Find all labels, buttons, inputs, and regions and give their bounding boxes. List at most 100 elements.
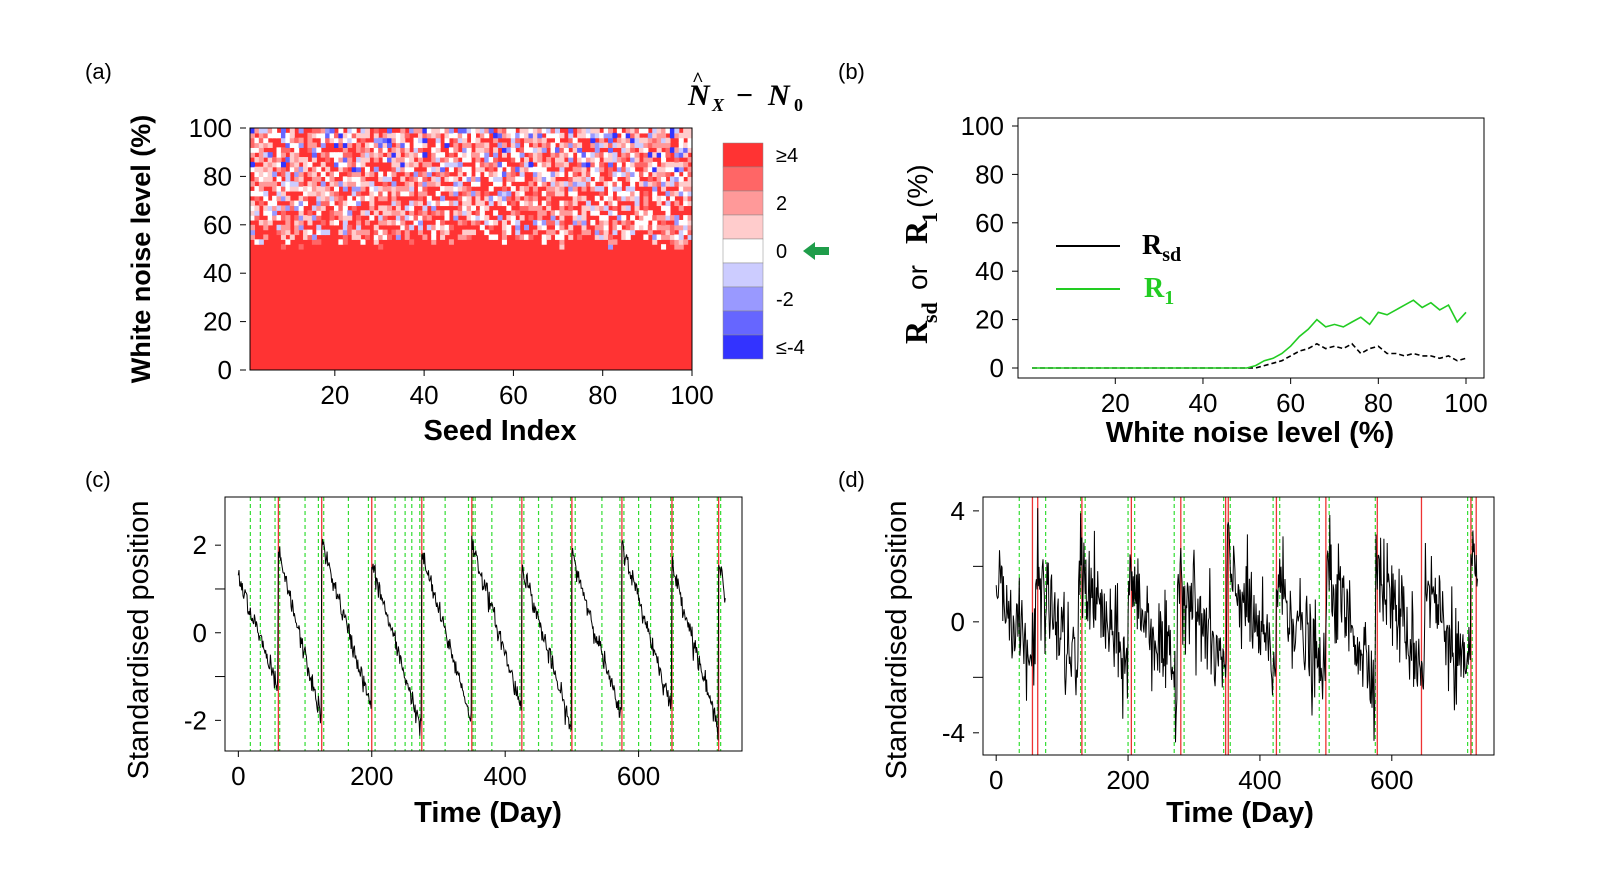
heatmap-cell [510, 186, 516, 192]
heatmap-cell [634, 195, 640, 202]
heatmap-cell [263, 224, 269, 231]
heatmap-cell [294, 205, 300, 211]
heatmap-cell [325, 200, 331, 207]
heatmap-cell [550, 132, 556, 139]
heatmap-cell [391, 210, 397, 216]
heatmap-cell [634, 142, 640, 148]
panel-c-y-ticks: -202 [184, 530, 225, 735]
heatmap-cell [276, 152, 282, 158]
heatmap-cell [594, 132, 600, 139]
heatmap-cell [333, 137, 339, 144]
heatmap-cell [519, 132, 525, 139]
heatmap-cell [603, 195, 609, 202]
heatmap-cell [568, 181, 574, 187]
heatmap-cell [599, 166, 605, 173]
heatmap-cell [280, 244, 286, 250]
heatmap-cell [568, 157, 574, 163]
heatmap-cell [409, 186, 415, 192]
heatmap-cell [356, 157, 362, 163]
heatmap-cell [316, 205, 322, 211]
heatmap-cell [448, 224, 454, 231]
heatmap-cell [303, 200, 309, 207]
heatmap-cell [360, 152, 366, 158]
heatmap-cell [466, 147, 472, 153]
heatmap-cell [572, 171, 578, 177]
legend-swatch [722, 166, 764, 192]
heatmap-cell [254, 157, 260, 163]
svg-text:(%): (%) [902, 164, 933, 208]
heatmap-cell [625, 152, 631, 158]
heatmap-cell [493, 157, 499, 163]
heatmap-cell [590, 157, 596, 163]
heatmap-cell [457, 161, 463, 168]
heatmap-cell [347, 200, 353, 207]
heatmap-cell [599, 219, 605, 226]
heatmap-cell [621, 219, 627, 226]
heatmap-cell [320, 205, 326, 211]
heatmap-cell [581, 181, 587, 187]
svg-text:1: 1 [917, 212, 942, 223]
heatmap-cell [630, 166, 636, 173]
heatmap-cell [276, 161, 282, 168]
heatmap-cell [652, 215, 658, 221]
heatmap-cell [661, 132, 667, 139]
heatmap-cell [665, 137, 671, 144]
heatmap-cell [665, 152, 671, 158]
heatmap-cell [661, 171, 667, 177]
heatmap-cell [431, 181, 437, 187]
heatmap-cell [577, 181, 583, 187]
svg-text:X: X [711, 95, 725, 115]
panel-a-y-tick-label: 0 [218, 355, 232, 385]
heatmap-cell [608, 142, 614, 148]
heatmap-cell [674, 176, 680, 182]
heatmap-cell [466, 186, 472, 192]
heatmap-cell [546, 157, 552, 163]
heatmap-cell [608, 239, 614, 245]
panel-c-y-tick-label: -2 [184, 705, 207, 735]
heatmap-cell [608, 244, 614, 250]
heatmap-cell [493, 219, 499, 226]
heatmap-cell [404, 157, 410, 163]
heatmap-cell [546, 195, 552, 202]
heatmap-cell [484, 219, 490, 226]
heatmap-cell [267, 181, 273, 187]
heatmap-cell [307, 215, 313, 221]
heatmap-cell [276, 186, 282, 192]
heatmap-cell [665, 205, 671, 211]
heatmap-cell [475, 137, 481, 144]
heatmap-cell [254, 176, 260, 182]
heatmap-cell [258, 219, 264, 226]
heatmap-cell [440, 200, 446, 207]
heatmap-cell [347, 210, 353, 216]
panel-a-y-tick-label: 40 [203, 258, 232, 288]
heatmap-cell [453, 132, 459, 139]
heatmap-cell [661, 244, 667, 250]
heatmap-cell [289, 137, 295, 144]
heatmap-cell [594, 142, 600, 148]
heatmap-cell [528, 152, 534, 158]
heatmap-cell [484, 195, 490, 202]
heatmap-cell [364, 210, 370, 216]
heatmap-cell [360, 176, 366, 182]
heatmap-cell [669, 224, 675, 231]
heatmap-cell [568, 210, 574, 216]
heatmap-cell [625, 161, 631, 168]
heatmap-cell [307, 132, 313, 139]
heatmap-cell [581, 205, 587, 211]
heatmap-cell [532, 229, 538, 236]
heatmap-cell [493, 132, 499, 139]
heatmap-cell [643, 181, 649, 187]
heatmap-cell [493, 210, 499, 216]
heatmap-cell [510, 176, 516, 182]
heatmap-cell [687, 157, 693, 163]
heatmap-cell [395, 147, 401, 153]
heatmap-cell [382, 132, 388, 139]
heatmap-cell [665, 229, 671, 236]
heatmap-cell [563, 152, 569, 158]
heatmap-cell [431, 166, 437, 173]
heatmap-cell [254, 186, 260, 192]
heatmap-cell [373, 239, 379, 245]
heatmap-cell [395, 205, 401, 211]
heatmap-cell [395, 161, 401, 168]
heatmap-cell [532, 186, 538, 192]
